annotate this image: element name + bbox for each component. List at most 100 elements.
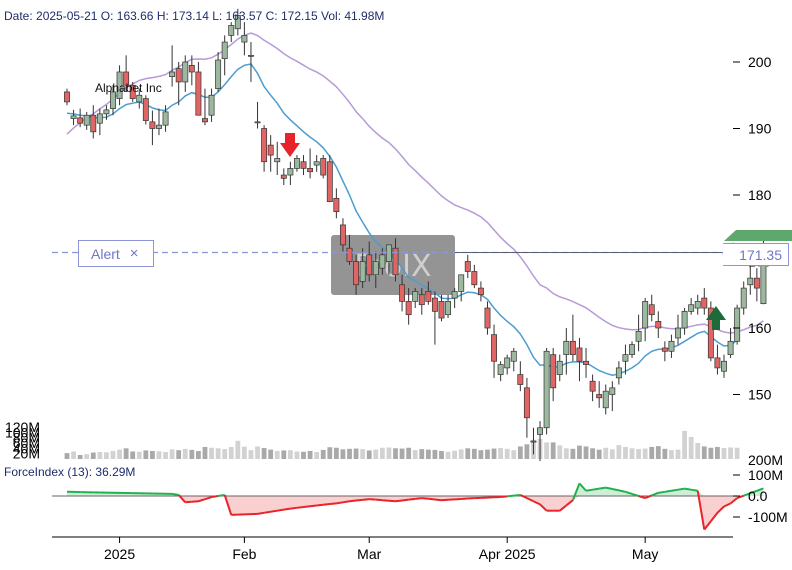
candle-down-body	[583, 360, 589, 365]
close-value: 172.15	[280, 9, 318, 23]
force-tick-label: -100M	[748, 509, 788, 525]
force-line-segment	[388, 499, 396, 503]
candle-down-body	[523, 387, 530, 419]
force-line-segment	[716, 505, 725, 514]
candle	[530, 427, 537, 455]
candle	[596, 381, 603, 408]
candle	[267, 135, 274, 172]
candle-up-body	[103, 109, 110, 115]
force-line-segment	[309, 504, 317, 508]
candle-up-body	[215, 59, 222, 89]
candle-down-body	[701, 297, 708, 309]
force-line-segment	[592, 487, 600, 491]
force-line-segment	[612, 488, 620, 492]
volume-bar	[77, 454, 83, 459]
force-line-segment	[677, 487, 685, 491]
candle	[116, 65, 123, 106]
force-line-segment	[519, 494, 528, 500]
candle	[425, 281, 432, 305]
candle	[221, 35, 228, 76]
candle-up-body	[622, 354, 629, 362]
force-line-segment	[571, 483, 581, 501]
alert-price-tag: 171.35	[723, 243, 789, 266]
candle-down-body	[353, 261, 360, 286]
candle-down-body	[569, 340, 576, 355]
candle-up-body	[110, 91, 116, 109]
candle	[261, 125, 268, 172]
force-line-segment	[664, 489, 672, 493]
candle	[307, 148, 314, 179]
candle-up-body	[740, 287, 747, 309]
volume-bar	[419, 449, 425, 459]
candle-up-body	[721, 360, 727, 372]
candle	[234, 8, 241, 36]
volume-bar	[491, 448, 497, 459]
candle-down-body	[464, 261, 471, 272]
force-line-segment	[395, 499, 403, 503]
axes: 200190180170160150120M100M80M60M40M20M20…	[5, 54, 788, 562]
candle	[123, 55, 130, 92]
candle-down-body	[753, 277, 760, 289]
force-line-segment	[618, 489, 626, 493]
volume-bar	[261, 448, 267, 459]
force-line-segment	[421, 497, 429, 500]
alert-label-box[interactable]: Alert ×	[78, 240, 154, 267]
candle	[136, 88, 143, 109]
date-tick-label: 2025	[104, 546, 135, 562]
volume-bar	[544, 442, 550, 459]
candle	[707, 301, 714, 362]
force-line-segment	[270, 509, 278, 513]
candle-up-body	[83, 114, 90, 126]
candle	[550, 347, 557, 402]
low-value: 163.57	[225, 9, 263, 23]
volume-bar	[255, 446, 260, 459]
volume-bar	[669, 450, 674, 459]
date-label: Date:	[4, 9, 33, 23]
volume-bar	[695, 442, 701, 459]
candle-up-body	[136, 94, 143, 103]
candle-up-body	[294, 158, 300, 169]
force-line-segment	[401, 498, 409, 502]
candle-down-body	[202, 118, 208, 123]
candle-up-body	[727, 340, 734, 355]
candle	[589, 374, 596, 402]
candle	[714, 344, 721, 375]
candle	[287, 161, 294, 186]
force-line-segment	[296, 506, 304, 509]
candle	[556, 354, 563, 382]
alert-green-ribbon	[724, 230, 792, 241]
force-tick-label: 100M	[748, 467, 783, 483]
force-line-segment	[710, 512, 719, 522]
volume-bar	[524, 444, 530, 459]
volume-bar	[412, 450, 418, 459]
candle-down-body	[648, 304, 655, 316]
volume-bar	[734, 447, 740, 459]
volume-bar	[616, 445, 622, 459]
candle-up-body	[609, 387, 616, 395]
candle-up-body	[248, 54, 254, 57]
volume-bar	[655, 446, 661, 459]
candle-down-body	[471, 271, 478, 286]
candle-up-body	[688, 304, 695, 312]
force-tick-label: 0.0	[748, 488, 768, 504]
force-line-segment	[415, 497, 422, 500]
volume-bar	[347, 448, 352, 459]
candle-up-body	[379, 254, 386, 269]
volume-label: Vol:	[321, 9, 342, 23]
force-line-segment	[217, 493, 225, 497]
volume-bar	[366, 450, 372, 459]
volume-bar	[301, 451, 306, 459]
candle	[346, 234, 353, 265]
force-line-segment	[631, 492, 639, 497]
volume-bar	[314, 452, 320, 459]
alert-close-icon[interactable]: ×	[129, 245, 139, 262]
candle-up-body	[208, 94, 215, 116]
volume-bar	[498, 448, 504, 459]
candle	[629, 341, 635, 358]
force-line-segment	[559, 504, 567, 512]
candle	[313, 155, 320, 172]
candle	[477, 281, 484, 302]
candle	[753, 268, 760, 302]
candle-down-body	[550, 354, 557, 389]
